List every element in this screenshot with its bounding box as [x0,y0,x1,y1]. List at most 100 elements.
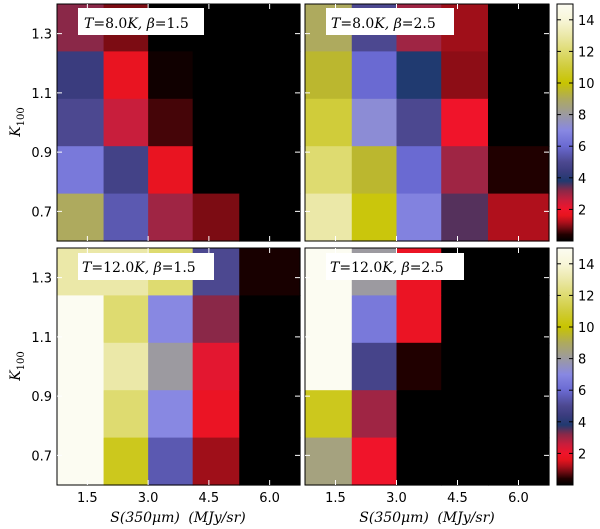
heatmap-cell [396,146,442,195]
heatmap-cell [488,98,550,147]
heatmap-cell [57,342,105,391]
heatmap-cell [192,295,240,344]
heatmap-cell [103,437,149,486]
x-axis-label-right: S(350μm) (MJy/sr) [359,510,494,526]
heatmap-cell [396,295,442,344]
y-tick-label: 1.1 [31,87,52,102]
heatmap-cell [239,4,301,52]
heatmap-cell [57,437,105,486]
colorbar-tick-label: 2 [578,203,586,218]
colorbar-tick-label: 4 [578,416,586,431]
panel-label-box [78,8,204,35]
heatmap-cell [239,146,301,195]
heatmap-cell [57,193,105,242]
heatmap-cell [192,342,240,391]
x-tick-label: 4.5 [199,491,220,506]
heatmap-cell [396,51,442,100]
heatmap-cell [351,437,398,486]
heatmap-cell [57,295,105,344]
heatmap-cell [351,98,398,147]
heatmap-cell [441,295,489,344]
panel-frame [56,247,301,486]
heatmap-cell [192,51,240,100]
heatmap-cell [351,193,398,242]
x-tick-label: 1.5 [77,491,98,506]
heatmap-cell [488,390,550,439]
heatmap-cell [488,295,550,344]
heatmap-cell [192,98,240,147]
panel-label: T=8.0K, β=1.5 [84,16,189,32]
colorbar-tick-label: 4 [578,172,586,187]
heatmap-cell [57,390,105,439]
heatmap-cell [103,51,149,100]
panel-label: T=12.0K, β=1.5 [82,260,196,276]
y-tick-label: 0.9 [31,146,52,161]
colorbar-tick-label: 14 [578,258,595,273]
colorbar-tick-label: 8 [578,353,586,368]
panel-T12-beta1.5: 1.5 3.0 4.5 6.0 0.7 0.9 1.1 1.3 T=12.0K, β=1.5 [31,247,301,506]
heatmap-cell [103,295,149,344]
heatmap-cell [441,98,489,147]
colorbar-tick-label: 12 [578,45,595,60]
colorbar-tick-label: 10 [578,77,595,92]
heatmap-cell [192,437,240,486]
heatmap-cell [441,390,489,439]
panel-frame [56,3,301,242]
heatmap-cell [396,98,442,147]
heatmap-cell [488,437,550,486]
panel-T8-beta2.5: T=8.0K, β=2.5 [304,3,550,242]
heatmap-cell [396,342,442,391]
heatmap-cell [351,342,398,391]
heatmap-cell [441,193,489,242]
panel-label-box [326,8,454,35]
panel-label: T=12.0K, β=2.5 [330,260,444,276]
heatmap-cell [351,146,398,195]
heatmap-cell [305,390,353,439]
x-tick-label: 3.0 [138,491,159,506]
heatmap-cell [396,193,442,242]
heatmap-cell [103,98,149,147]
heatmap-cell [351,295,398,344]
heatmap-cell [239,98,301,147]
y-tick-label: 1.3 [31,272,52,287]
y-tick-label: 1.3 [31,28,52,43]
x-tick-label: 4.5 [447,491,468,506]
colorbar-tick-label: 2 [578,447,586,462]
heatmap-cell [103,390,149,439]
x-tick-label: 1.5 [325,491,346,506]
heatmap-cell [351,390,398,439]
colorbar-tick-label: 10 [578,321,595,336]
colorbar-tick-label: 8 [578,109,586,124]
heatmap-cell [57,98,105,147]
heatmap-cell [396,390,442,439]
heatmap-cell [488,51,550,100]
heatmap-cell [239,342,301,391]
heatmap-cell [239,193,301,242]
heatmap-cell [103,146,149,195]
heatmap-cell [148,437,194,486]
heatmap-cell [148,193,194,242]
panel-label-box [78,253,214,280]
y-tick-label: 0.7 [31,205,52,220]
heatmap-cell [396,437,442,486]
colorbar-tick-label: 12 [578,289,595,304]
x-tick-label: 3.0 [386,491,407,506]
heatmap-cell [488,248,550,296]
heatmap-cell [488,342,550,391]
x-tick-label: 6.0 [508,491,529,506]
heatmap-cell [305,295,353,344]
heatmap-cell [148,98,194,147]
y-tick-label: 0.9 [31,390,52,405]
heatmap-cell [103,342,149,391]
heatmap-cell [488,4,550,52]
heatmap-cell [441,146,489,195]
heatmap-cell [305,51,353,100]
colorbar-bottom: 2 4 6 8 10 12 14 [556,247,595,486]
x-axis-label-left: S(350μm) (MJy/sr) [110,510,245,526]
heatmap-cell [441,51,489,100]
heatmap-cell [239,437,301,486]
y-tick-label: 0.7 [31,449,52,464]
heatmap-cell [57,51,105,100]
heatmap-cell [441,342,489,391]
heatmap-cell [239,248,301,296]
